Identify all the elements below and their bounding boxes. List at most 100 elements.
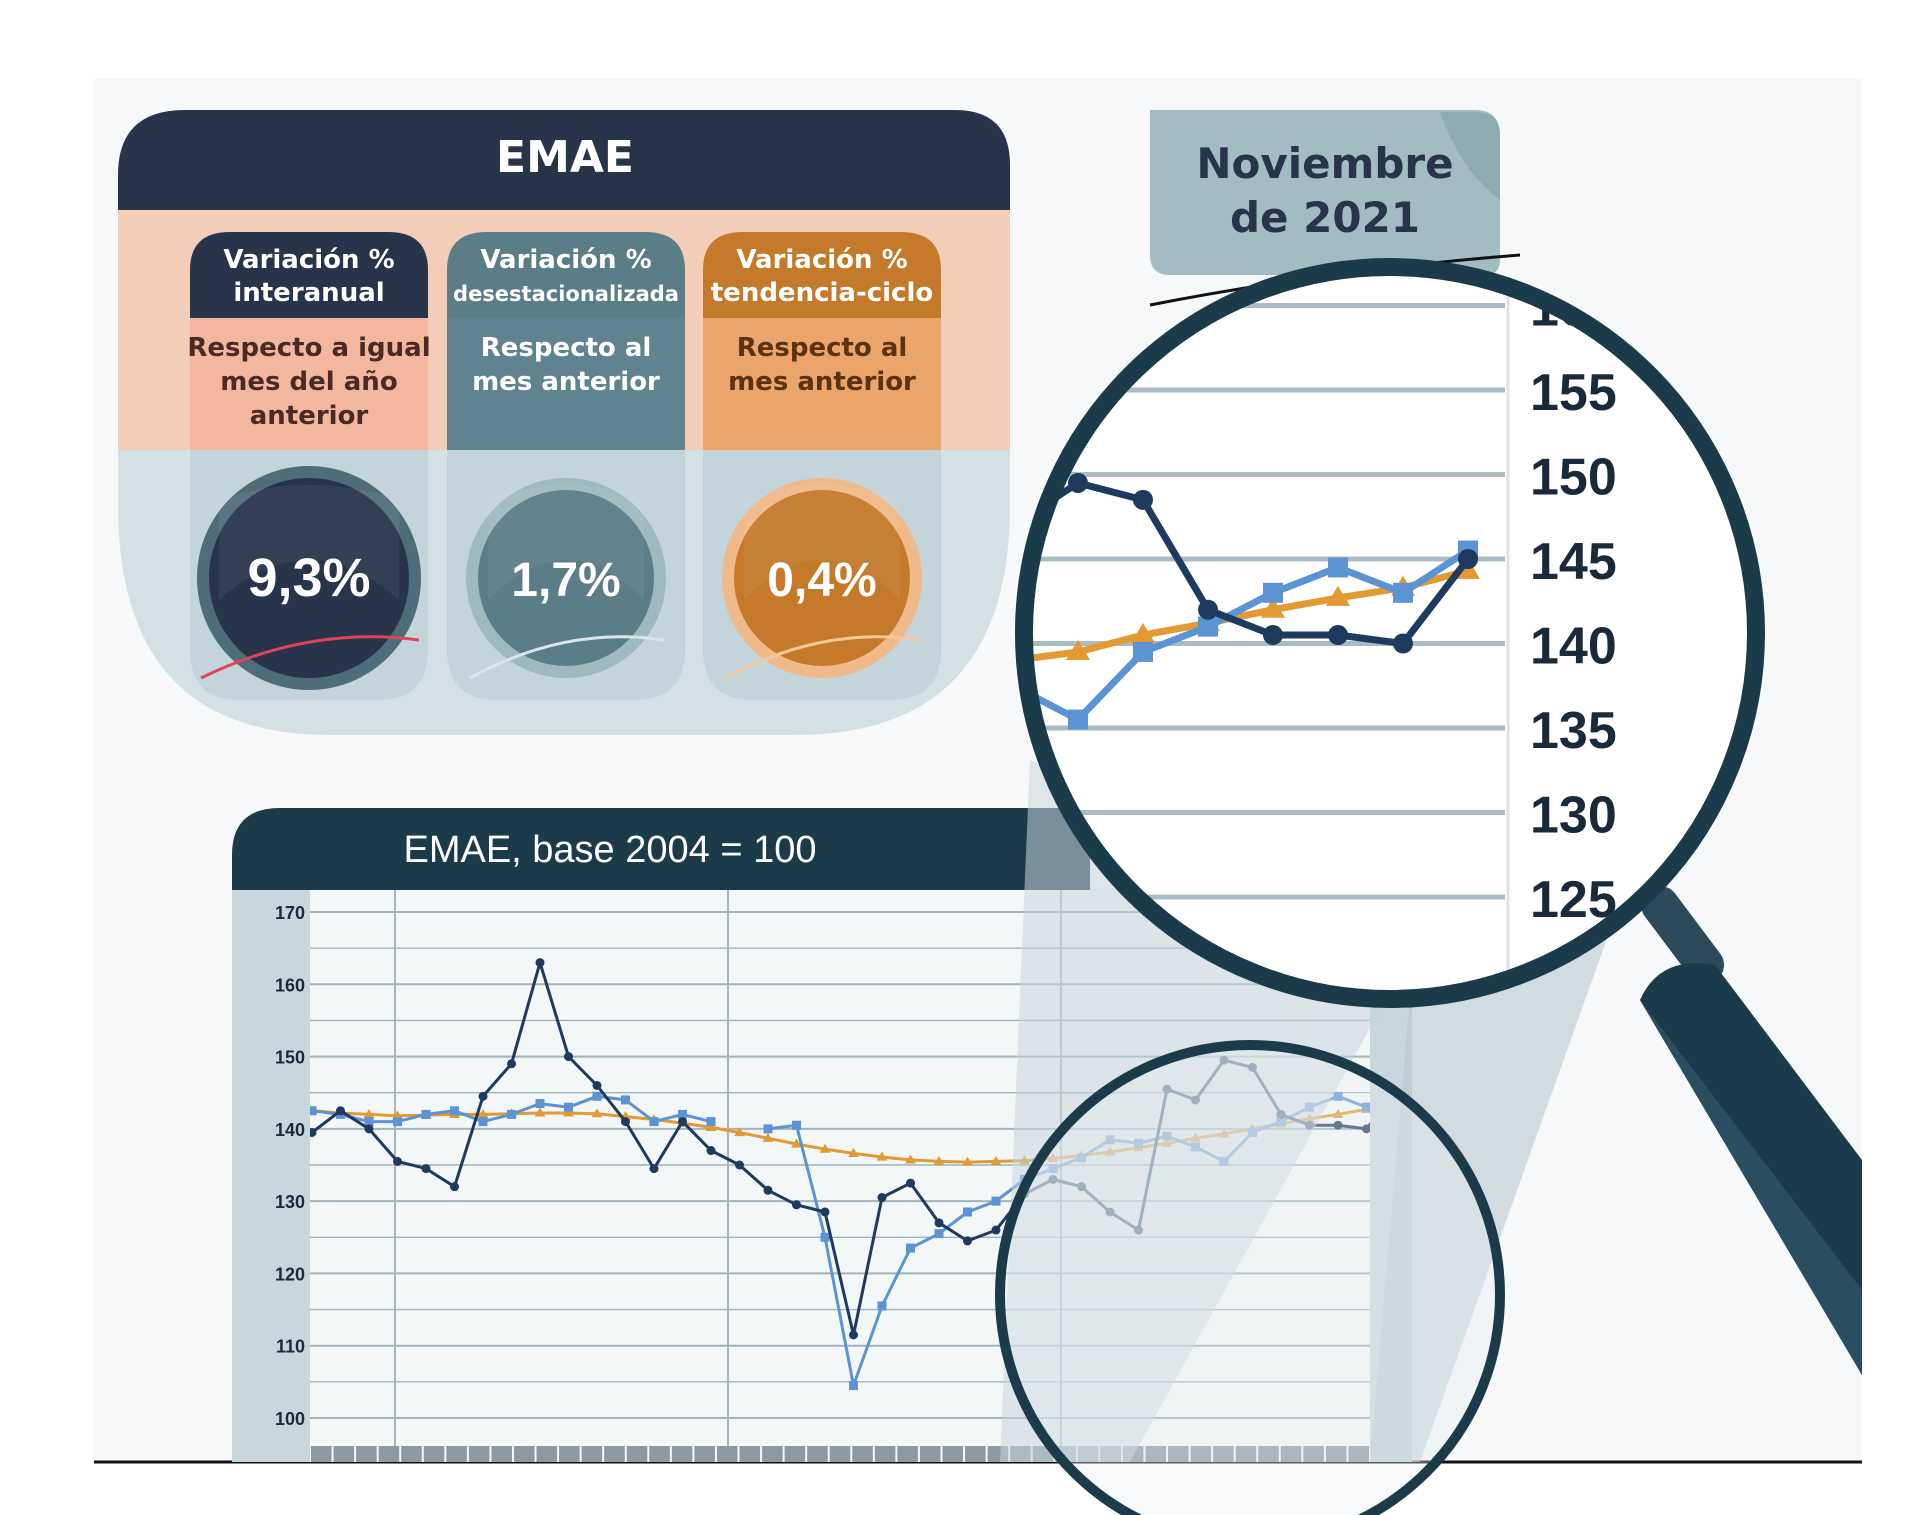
data-point (621, 1117, 630, 1127)
data-point (535, 1099, 545, 1109)
x-tick (581, 1446, 603, 1462)
data-point (848, 1148, 859, 1158)
x-tick (468, 1446, 490, 1462)
x-tick (942, 1446, 964, 1462)
date-year: de 2021 (1230, 193, 1420, 242)
value-accent-swoosh (200, 635, 420, 680)
data-point (706, 1146, 716, 1156)
data-point (478, 1117, 488, 1127)
data-point (678, 1109, 687, 1119)
data-point (364, 1124, 374, 1134)
card-title-line1: Variación % (736, 245, 907, 275)
data-point (393, 1156, 402, 1166)
data-point (336, 1106, 345, 1116)
data-point (1362, 1102, 1370, 1112)
data-point (877, 1301, 887, 1311)
x-tick (333, 1446, 355, 1462)
data-point (962, 1156, 973, 1166)
card-desc-line2: mes anterior (728, 367, 916, 397)
data-point (591, 1108, 603, 1118)
card-desc-line1: Respecto a igual (187, 333, 430, 363)
data-point (564, 1102, 573, 1112)
data-point (734, 1127, 745, 1137)
zoom-y-tick-label: 145 (1530, 533, 1617, 591)
card-desc-line2: mes anterior (472, 367, 660, 397)
indicator-card: Variación % desestacionalizada Respecto al… (447, 232, 685, 700)
x-tick (1280, 1446, 1302, 1462)
data-point (933, 1155, 945, 1165)
zoom-lens-ring (1015, 258, 1765, 1008)
data-point (1332, 1109, 1344, 1118)
value-accent-swoosh (469, 635, 665, 680)
x-tick (1213, 1446, 1234, 1462)
data-point (534, 1107, 546, 1117)
data-point (990, 1155, 1002, 1165)
y-tick-label: 120 (275, 1264, 305, 1284)
data-point (1333, 1091, 1343, 1101)
emae-header (118, 110, 1010, 210)
data-point (592, 1080, 602, 1090)
x-tick (1235, 1446, 1257, 1462)
x-tick (965, 1446, 986, 1462)
card-title-line2: tendencia-ciclo (711, 278, 934, 308)
x-tick (626, 1446, 648, 1462)
x-tick (1303, 1446, 1324, 1462)
card-title-line1: Variación % (223, 245, 394, 275)
data-point (678, 1117, 687, 1127)
zoom-y-tick-label: 140 (1530, 618, 1617, 676)
x-tick (1258, 1446, 1279, 1462)
x-tick (807, 1446, 828, 1462)
data-point (849, 1380, 858, 1390)
x-tick (1348, 1446, 1369, 1462)
data-point (649, 1164, 659, 1174)
data-point (762, 1132, 774, 1142)
data-point (763, 1124, 773, 1134)
x-tick (604, 1446, 625, 1462)
data-point (1133, 489, 1153, 510)
value-text: 1,7% (511, 554, 620, 607)
card-title-line2: desestacionalizada (453, 282, 679, 306)
data-point (649, 1117, 659, 1127)
data-point (1198, 616, 1218, 637)
indicator-card: Variación %tendencia-ciclo Respecto al mes… (703, 232, 941, 700)
x-tick (1168, 1446, 1189, 1462)
x-tick (401, 1446, 422, 1462)
y-tick-label: 160 (275, 975, 305, 995)
zoom-y-tick-label: 135 (1530, 702, 1617, 760)
data-point (621, 1095, 630, 1105)
series-line (1024, 547, 1470, 723)
data-point (705, 1122, 717, 1132)
data-point (421, 1109, 431, 1119)
data-point (963, 1236, 972, 1246)
x-tick (874, 1446, 896, 1462)
chart-title: EMAE, base 2004 = 100 (403, 829, 816, 871)
x-tick (897, 1446, 918, 1462)
data-point (477, 1109, 489, 1118)
data-point (1333, 1120, 1343, 1130)
data-point (906, 1178, 915, 1188)
data-point (421, 1164, 431, 1174)
data-point (564, 1052, 573, 1062)
value-circle (478, 490, 654, 666)
data-point (310, 1127, 317, 1137)
x-tick (784, 1446, 806, 1462)
data-point (1131, 623, 1155, 644)
y-tick-label: 150 (275, 1048, 305, 1068)
value-text: 0,4% (767, 554, 876, 607)
x-tick (1190, 1446, 1212, 1462)
value-circle-shine (488, 485, 644, 600)
card-band (190, 318, 428, 450)
card-band (447, 318, 685, 450)
data-point (1133, 641, 1153, 662)
data-point (450, 1106, 459, 1116)
x-tick (446, 1446, 467, 1462)
data-point (1328, 625, 1348, 646)
data-point (1328, 557, 1348, 578)
data-point (820, 1232, 830, 1242)
x-tick (356, 1446, 377, 1462)
data-point (563, 1107, 574, 1117)
data-point (450, 1182, 459, 1192)
